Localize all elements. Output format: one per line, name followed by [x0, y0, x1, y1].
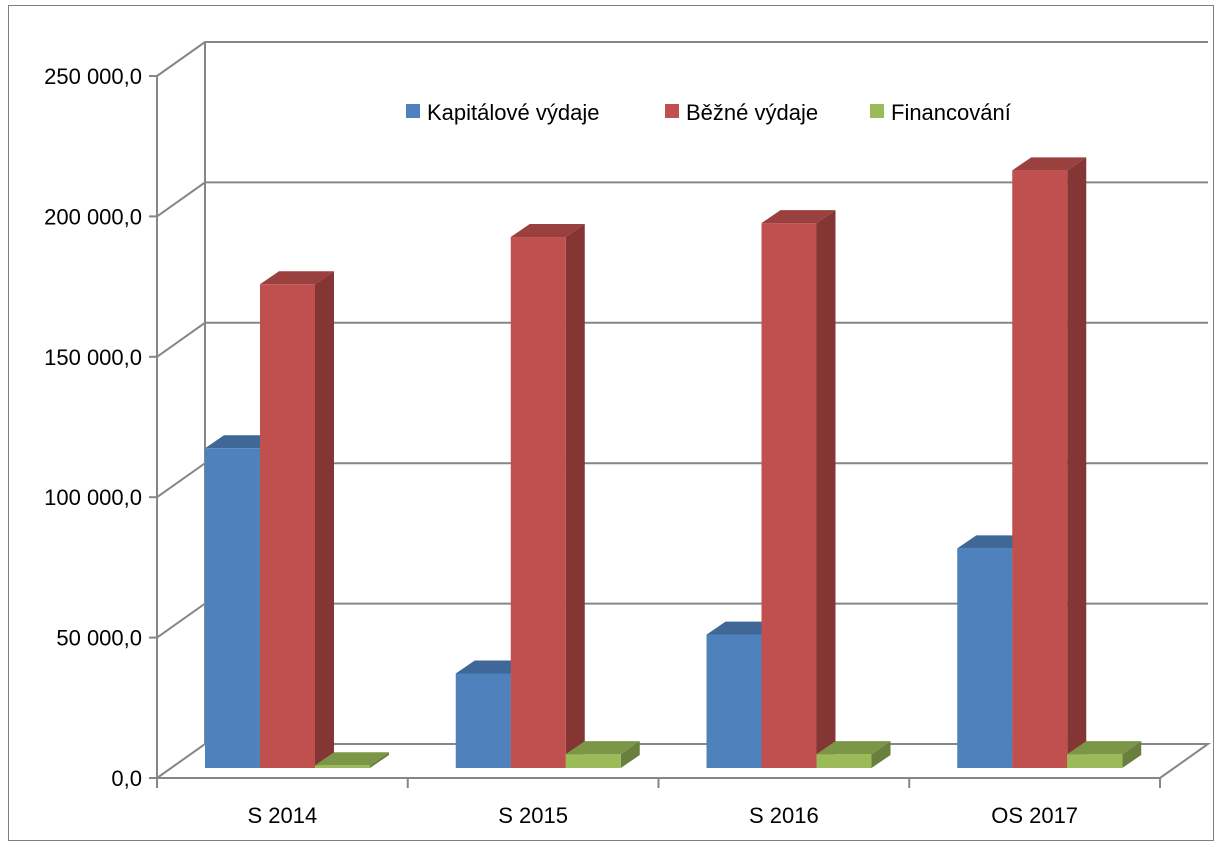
bar-side [620, 741, 640, 768]
x-tick-label: OS 2017 [991, 803, 1078, 828]
bar-front [1067, 754, 1123, 768]
x-tick-label: S 2015 [498, 803, 568, 828]
bar-3-1 [315, 752, 389, 768]
bar-front [957, 548, 1013, 768]
y-tick-label: 200 000,0 [44, 204, 142, 229]
legend-swatch [870, 104, 884, 118]
legend-label: Kapitálové výdaje [427, 100, 599, 125]
x-axis: S 2014 S 2015 S 2016 OS 2017 [156, 777, 1161, 828]
bar-2-1 [260, 271, 334, 768]
bar-side [1122, 741, 1142, 768]
bar-front [565, 754, 621, 768]
bar-3-4 [1067, 741, 1142, 768]
bar-3-3 [816, 741, 891, 768]
legend-label: Běžné výdaje [686, 100, 818, 125]
gridline [156, 41, 1208, 77]
legend-item-3: Financování [870, 100, 1011, 125]
gridline [156, 321, 1208, 358]
bar-front [761, 223, 817, 768]
bar-front [455, 673, 511, 768]
bar-front [816, 754, 872, 768]
legend-swatch [406, 104, 420, 118]
gridline [156, 181, 1208, 218]
bar-front [260, 284, 315, 768]
y-tick-label: 250 000,0 [44, 64, 142, 89]
legend: Kapitálové výdaje Běžné výdaje Financování [406, 100, 1011, 125]
bar-top [1067, 741, 1142, 755]
y-axis: 0,0 50 000,0 100 000,0 150 000,0 200 000,0 25… [44, 64, 158, 791]
legend-label: Financování [891, 100, 1011, 125]
bar-side [370, 752, 389, 768]
x-tick-label: S 2016 [749, 803, 819, 828]
bar-top [816, 741, 891, 755]
bar-front [510, 237, 566, 768]
bar-front [205, 448, 260, 768]
bar-top [315, 752, 389, 766]
bar-2-2 [510, 224, 585, 768]
bar-top [1012, 157, 1087, 171]
legend-item-2: Běžné výdaje [665, 100, 818, 125]
legend-item-1: Kapitálové výdaje [406, 100, 599, 125]
bar-side [871, 741, 891, 768]
bar-front [315, 765, 370, 768]
bar-3-2 [565, 741, 640, 768]
y-tick-label: 150 000,0 [44, 345, 142, 370]
bar-2-4 [1012, 157, 1087, 768]
y-tick-label: 0,0 [111, 766, 142, 791]
bars [205, 157, 1142, 768]
bar-2-3 [761, 210, 836, 768]
bar-side [565, 224, 585, 768]
bar-side [315, 271, 334, 768]
y-tick-label: 50 000,0 [56, 626, 142, 651]
bar-top [761, 210, 836, 224]
y-tick-label: 100 000,0 [44, 485, 142, 510]
bar-front [1012, 170, 1068, 768]
bar-front [706, 634, 762, 768]
bar-top [510, 224, 585, 238]
bar-side [816, 210, 836, 768]
bar-top [260, 271, 334, 285]
x-tick-label: S 2014 [248, 803, 318, 828]
legend-swatch [665, 104, 679, 118]
bar-side [1067, 157, 1087, 768]
bar-top [565, 741, 640, 755]
